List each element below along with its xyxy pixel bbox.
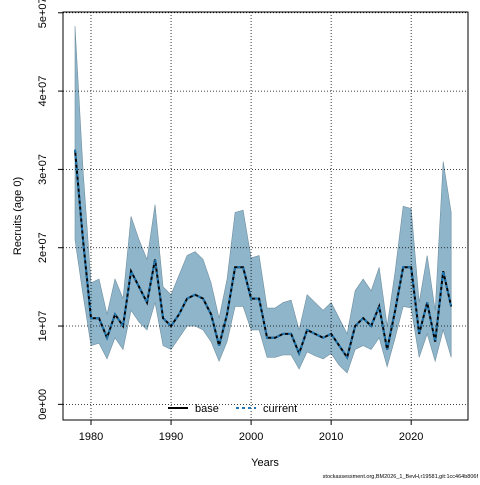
y-tick-label: 3e+07 [37,154,49,185]
y-tick-label: 2e+07 [37,232,49,263]
x-tick-label: 1980 [79,431,103,443]
x-tick-label: 2000 [239,431,263,443]
x-axis-label: Years [251,457,279,469]
y-tick-label: 0e+00 [37,389,49,420]
y-tick-label: 4e+07 [37,76,49,107]
y-tick-label: 5e+07 [37,0,49,28]
legend-label: base [195,403,219,415]
y-axis-label: Recruits (age 0) [12,177,24,255]
legend-label: current [263,403,297,415]
x-tick-label: 1990 [159,431,183,443]
x-tick-label: 2020 [399,431,423,443]
series-line [74,149,453,360]
x-tick-label: 2010 [319,431,343,443]
y-tick-label: 1e+07 [37,311,49,342]
footer: stockassessment.org,BM2026_1_BevH,r19581… [323,474,479,480]
plot-frame [62,11,469,421]
